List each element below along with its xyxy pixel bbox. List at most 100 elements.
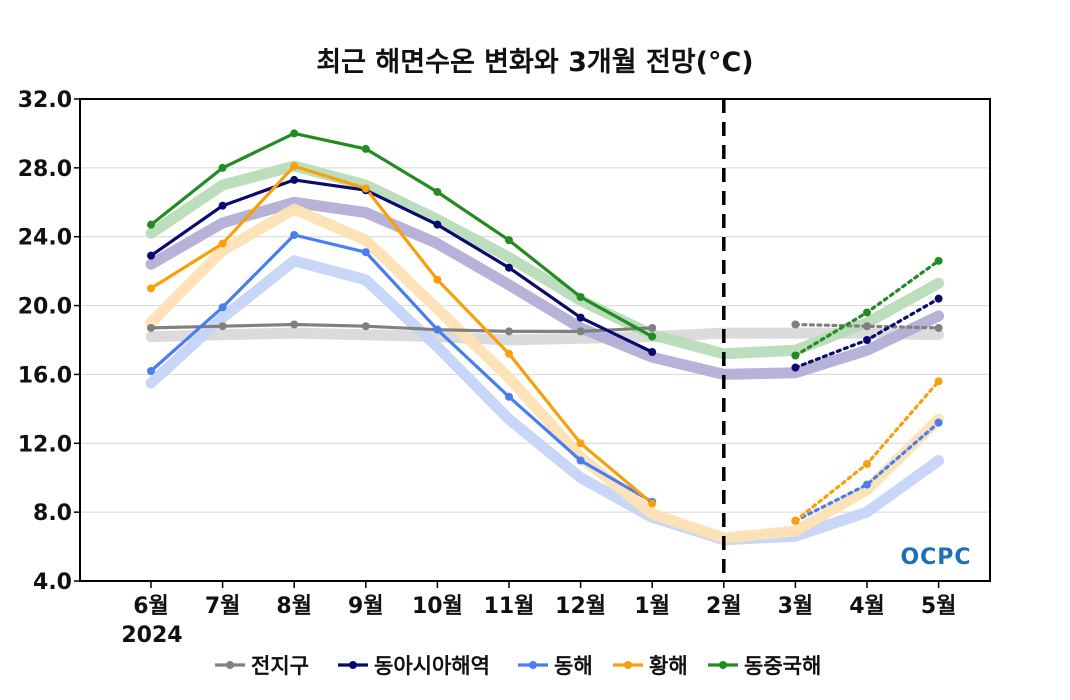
y-axis: 4.0 8.0 12.0 16.0 20.0 24.0 28.0 32.0 [18,88,80,595]
y-tick-label: 32.0 [18,88,72,113]
x-tick-label: 6월 [133,594,169,619]
chart-title: 최근 해면수온 변화와 3개월 전망(°C) [316,47,753,78]
x-tick-label: 3월 [778,594,814,619]
series-points [147,129,943,525]
legend-marker [349,661,357,669]
data-point [648,332,657,341]
observed-line [150,164,654,505]
y-tick-label: 12.0 [18,432,72,457]
data-point [934,418,943,427]
data-point [791,351,800,360]
data-point [934,256,943,265]
data-point [147,220,155,229]
data-point [505,327,513,336]
data-point [290,320,299,329]
data-point [218,303,227,312]
x-tick-label: 5월 [921,594,957,619]
data-point [218,201,227,210]
data-point [576,456,585,465]
data-point [576,313,585,322]
data-point [147,366,155,375]
data-point [361,248,370,257]
y-tick-label: 4.0 [33,570,72,595]
observed-line [150,178,653,354]
observed-line [149,233,653,504]
legend-label: 동아시아해역 [374,654,490,678]
data-point [290,230,299,239]
x-tick-label: 8월 [276,594,312,619]
y-tick-label: 16.0 [18,363,72,388]
legend-label: 전지구 [251,654,309,678]
y-tick-label: 8.0 [33,501,72,526]
observed-line [150,322,653,333]
data-point [505,263,513,272]
data-point [791,320,800,329]
data-point [147,251,155,260]
data-point [791,363,800,372]
x-axis: 6월 7월 8월 9월 10월 11월 12월 1월 2월 3월 4월 5월 [133,581,956,619]
normal-band [145,160,945,360]
data-point [505,236,513,245]
data-point [361,144,370,153]
forecast-line [793,379,941,523]
data-point [361,184,370,193]
x-tick-label: 7월 [205,594,241,619]
data-point [648,348,657,357]
y-tick-label: 24.0 [18,226,72,251]
normal-band [145,196,945,380]
data-point [505,392,513,401]
x-tick-label: 11월 [484,594,535,619]
ocpc-logo-text: OCPC [900,545,971,570]
x-tick-label: 12월 [555,594,606,619]
data-point [648,323,657,332]
year-label: 2024 [121,623,182,648]
data-point [863,459,871,468]
legend-label: 동해 [554,654,593,678]
data-point [433,325,442,334]
legend: 전지구 동아시아해역 동해 황해 동중국해 [215,654,821,678]
x-tick-label: 4월 [849,594,885,619]
legend-label: 동중국해 [744,654,821,678]
data-point [863,336,871,344]
legend-label: 황해 [649,654,688,678]
x-tick-label: 2월 [706,594,742,619]
series-lines [149,131,941,523]
x-tick-label: 1월 [634,594,670,619]
data-point [505,349,513,358]
data-point [147,323,155,332]
data-point [576,292,585,301]
data-point [863,308,871,317]
y-tick-label: 20.0 [18,295,72,320]
data-point [218,322,227,331]
legend-marker [529,661,537,669]
legend-marker [226,661,234,669]
data-point [934,377,943,386]
x-tick-label: 10월 [412,594,463,619]
data-point [218,239,227,248]
data-point [290,175,299,184]
ocpc-logo: OCPC [900,545,971,570]
data-point [576,327,585,336]
legend-marker [624,661,632,669]
data-point [576,439,585,448]
data-point [934,294,943,303]
forecast-line [793,421,941,523]
data-point [147,284,155,293]
data-point [791,516,800,525]
data-point [863,322,871,331]
observed-line [150,131,653,339]
normal-bands [145,160,945,546]
data-point [433,187,442,196]
data-point [433,275,442,284]
normal-band [145,327,945,346]
data-point [433,220,442,229]
data-point [290,129,299,138]
x-tick-label: 9월 [348,594,384,619]
plot-frame [79,98,991,582]
normal-band [145,203,945,544]
legend-marker [719,661,727,669]
y-tick-label: 28.0 [18,157,72,182]
data-point [934,323,943,332]
data-point [290,162,299,171]
